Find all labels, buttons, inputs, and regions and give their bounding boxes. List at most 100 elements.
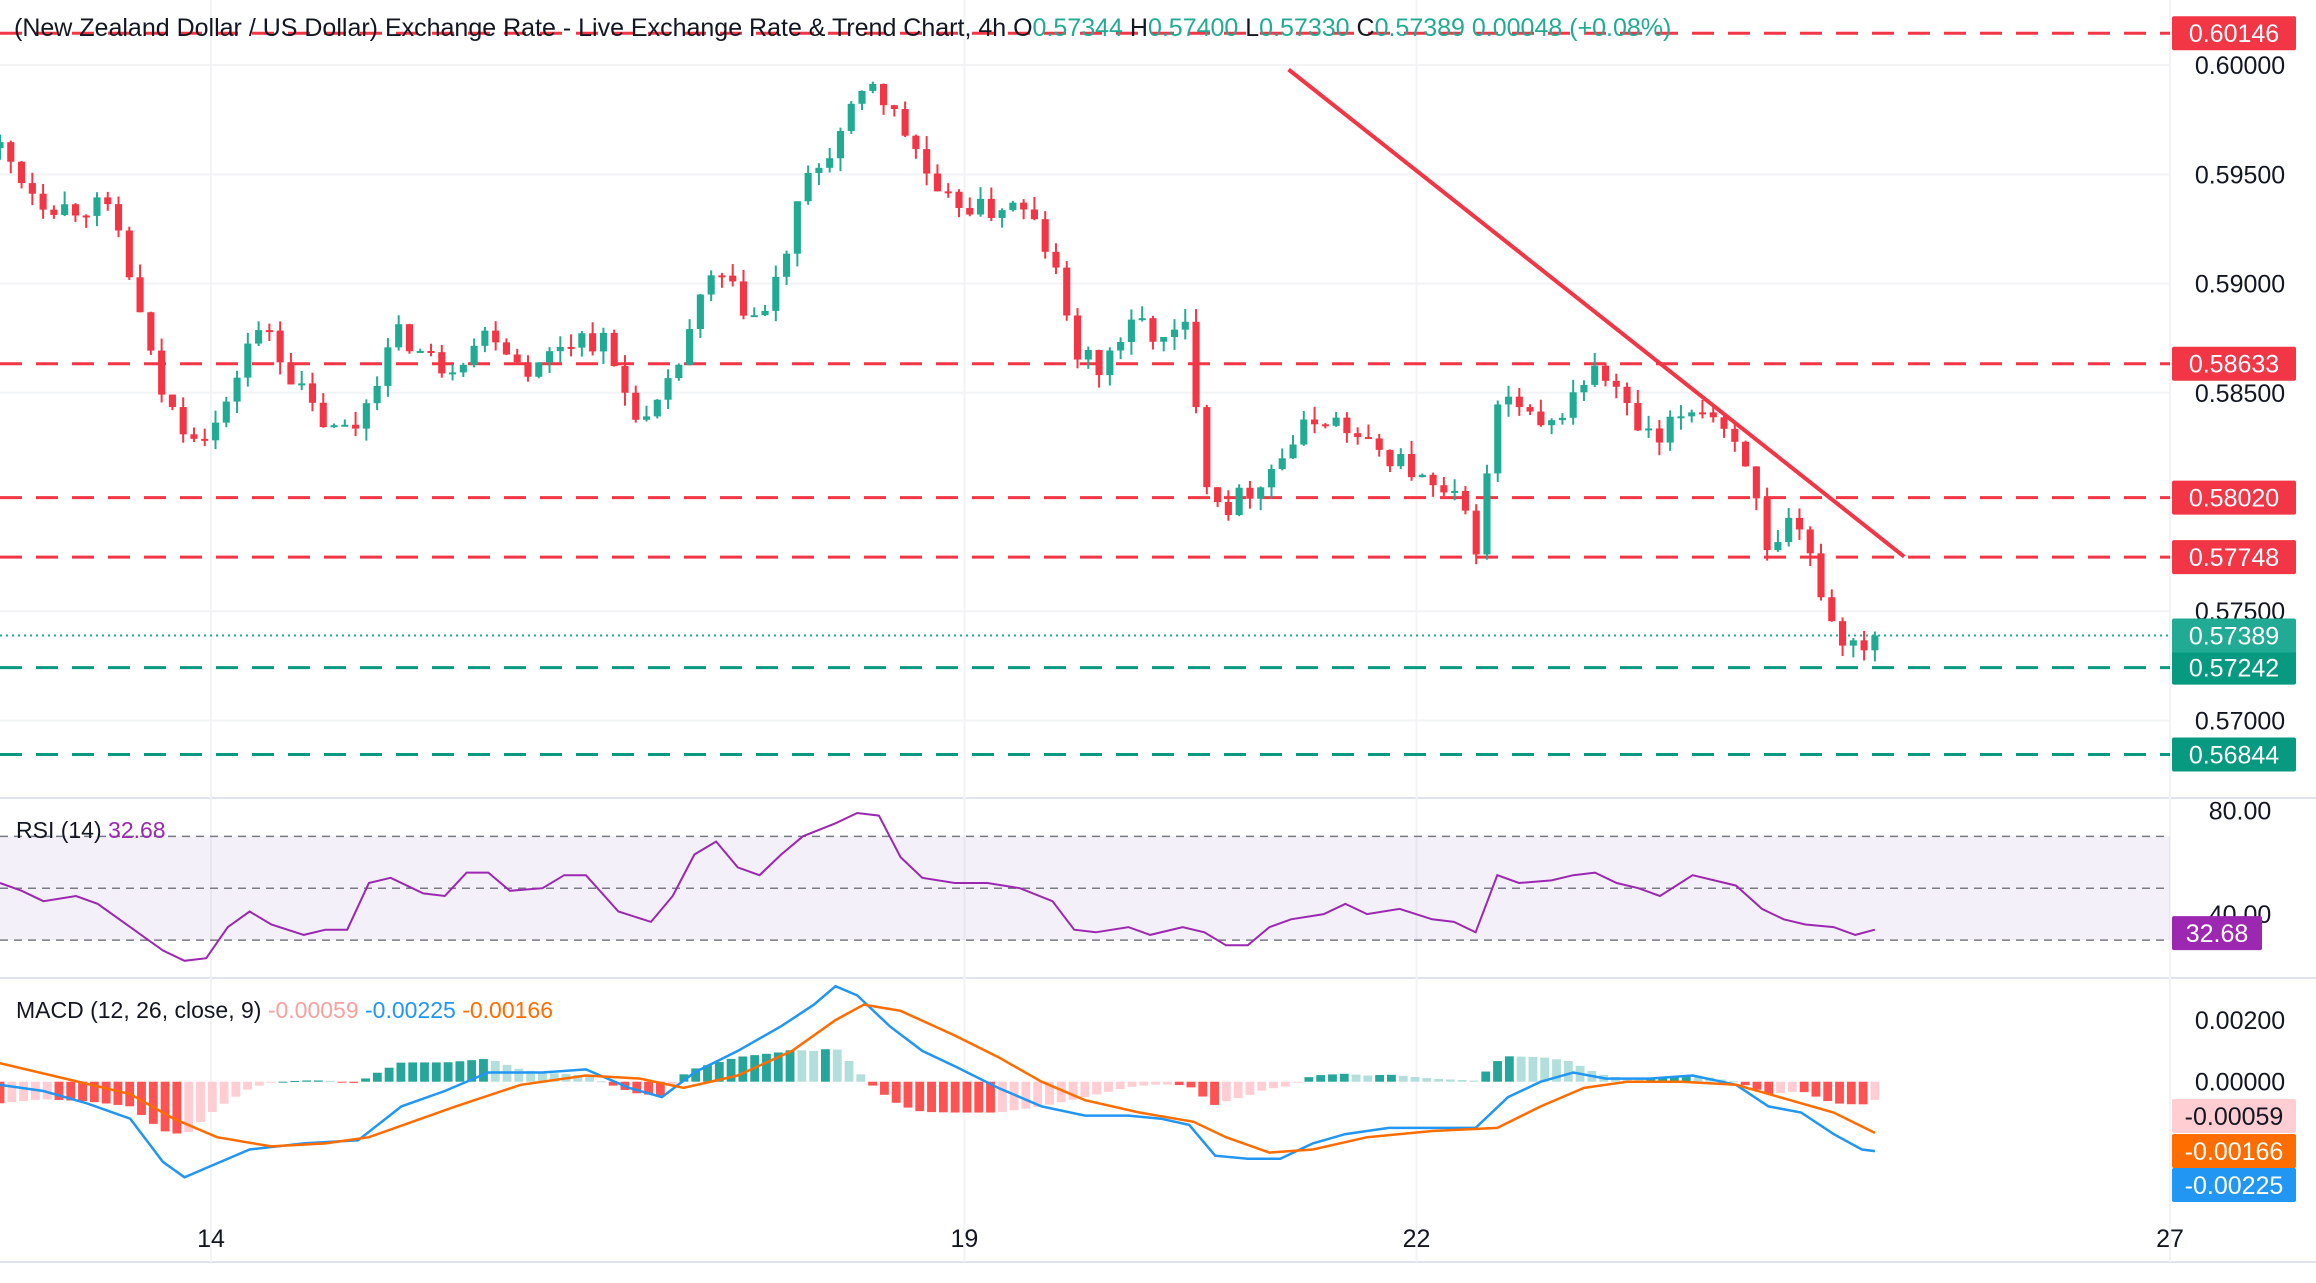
candle-body[interactable] [147, 312, 155, 351]
candle-body[interactable] [1386, 449, 1394, 467]
candle-body[interactable] [729, 275, 737, 282]
candle-body[interactable] [459, 364, 467, 373]
candle-body[interactable] [1655, 428, 1663, 443]
candle-body[interactable] [28, 183, 36, 194]
candle-body[interactable] [158, 350, 166, 395]
candle-body[interactable] [1311, 419, 1319, 425]
candle-body[interactable] [955, 191, 963, 208]
candle-body[interactable] [39, 193, 47, 210]
price-axis[interactable]: 0.600000.595000.590000.585000.575000.570… [2172, 16, 2296, 1202]
candle-body[interactable] [772, 276, 780, 311]
candle-body[interactable] [804, 172, 812, 202]
candle-body[interactable] [880, 83, 888, 106]
rsi-pane[interactable] [0, 811, 2170, 962]
candle-body[interactable] [890, 105, 898, 110]
candle-body[interactable] [664, 378, 672, 400]
candle-body[interactable] [1160, 337, 1168, 342]
candle-body[interactable] [545, 351, 554, 363]
candle-body[interactable] [944, 191, 952, 194]
candle-body[interactable] [1009, 202, 1017, 211]
macd-signal-line[interactable] [0, 1003, 1876, 1154]
candle-body[interactable] [686, 329, 694, 365]
candle-body[interactable] [1321, 424, 1329, 427]
candle-body[interactable] [524, 362, 532, 377]
candle-body[interactable] [384, 347, 392, 386]
candle-body[interactable] [1558, 417, 1566, 421]
candle-body[interactable] [1289, 444, 1297, 459]
candle-body[interactable] [1170, 329, 1179, 338]
candle-body[interactable] [1257, 487, 1265, 499]
candle-body[interactable] [222, 401, 230, 423]
candle-body[interactable] [1806, 529, 1814, 554]
candle-body[interactable] [179, 407, 187, 435]
candle-body[interactable] [255, 330, 263, 344]
candle-body[interactable] [912, 135, 920, 150]
candle-body[interactable] [1698, 412, 1707, 415]
candle-body[interactable] [1677, 416, 1685, 419]
candle-body[interactable] [1073, 315, 1082, 360]
candle-body[interactable] [1494, 404, 1502, 474]
candle-body[interactable] [1752, 466, 1760, 499]
candle-body[interactable] [1580, 384, 1588, 393]
macd-pane[interactable] [0, 984, 1880, 1179]
candle-body[interactable] [1117, 341, 1125, 351]
candle-body[interactable] [761, 310, 769, 316]
candle-body[interactable] [244, 343, 252, 378]
candle-body[interactable] [1278, 458, 1286, 470]
candle-body[interactable] [427, 350, 435, 353]
candle-body[interactable] [1472, 510, 1480, 555]
candle-body[interactable] [998, 210, 1006, 218]
candle-body[interactable] [1246, 487, 1254, 499]
candle-body[interactable] [1235, 487, 1243, 516]
candle-body[interactable] [1601, 365, 1610, 381]
candle-body[interactable] [438, 352, 446, 374]
candle-body[interactable] [1030, 209, 1038, 220]
candle-body[interactable] [7, 142, 15, 162]
candle-body[interactable] [502, 342, 510, 355]
candle-body[interactable] [168, 394, 176, 408]
candle-body[interactable] [1020, 202, 1028, 210]
candle-body[interactable] [1645, 428, 1653, 431]
candle-body[interactable] [858, 90, 866, 104]
candle-body[interactable] [1451, 490, 1459, 493]
candle-body[interactable] [1440, 485, 1448, 493]
candle-body[interactable] [1429, 474, 1437, 486]
candle-body[interactable] [481, 330, 489, 346]
candle-body[interactable] [492, 330, 500, 343]
candle-body[interactable] [1634, 403, 1642, 431]
candle-body[interactable] [93, 197, 101, 216]
candle-body[interactable] [298, 383, 306, 386]
candle-body[interactable] [976, 198, 985, 215]
candle-body[interactable] [1731, 428, 1739, 442]
candle-body[interactable] [1375, 438, 1383, 450]
candle-body[interactable] [567, 346, 575, 349]
candle-body[interactable] [1774, 542, 1782, 551]
candle-body[interactable] [1052, 251, 1060, 268]
candle-body[interactable] [82, 215, 90, 218]
candle-body[interactable] [330, 425, 338, 428]
candle-body[interactable] [287, 362, 295, 385]
candle-body[interactable] [201, 438, 209, 441]
candle-body[interactable] [1418, 474, 1426, 478]
candle-body[interactable] [1138, 318, 1146, 321]
candle-body[interactable] [1127, 319, 1135, 342]
candle-body[interactable] [966, 207, 974, 215]
candle-body[interactable] [987, 198, 995, 218]
candle-body[interactable] [933, 173, 941, 192]
candle-body[interactable] [836, 131, 845, 159]
candle-body[interactable] [1860, 640, 1868, 651]
candle-body[interactable] [1817, 553, 1825, 598]
candle-body[interactable] [125, 230, 133, 278]
candle-body[interactable] [1332, 417, 1340, 426]
candle-body[interactable] [923, 149, 931, 174]
candle-body[interactable] [1526, 407, 1534, 412]
candle-body[interactable] [1838, 621, 1847, 646]
candle-body[interactable] [1742, 441, 1750, 467]
candle-body[interactable] [1343, 417, 1351, 434]
candle-body[interactable] [1364, 437, 1373, 440]
candle-body[interactable] [1224, 502, 1232, 516]
candle-body[interactable] [783, 253, 791, 277]
candle-body[interactable] [352, 424, 360, 429]
descending-trendline[interactable] [1287, 67, 1906, 559]
candle-body[interactable] [535, 362, 543, 377]
